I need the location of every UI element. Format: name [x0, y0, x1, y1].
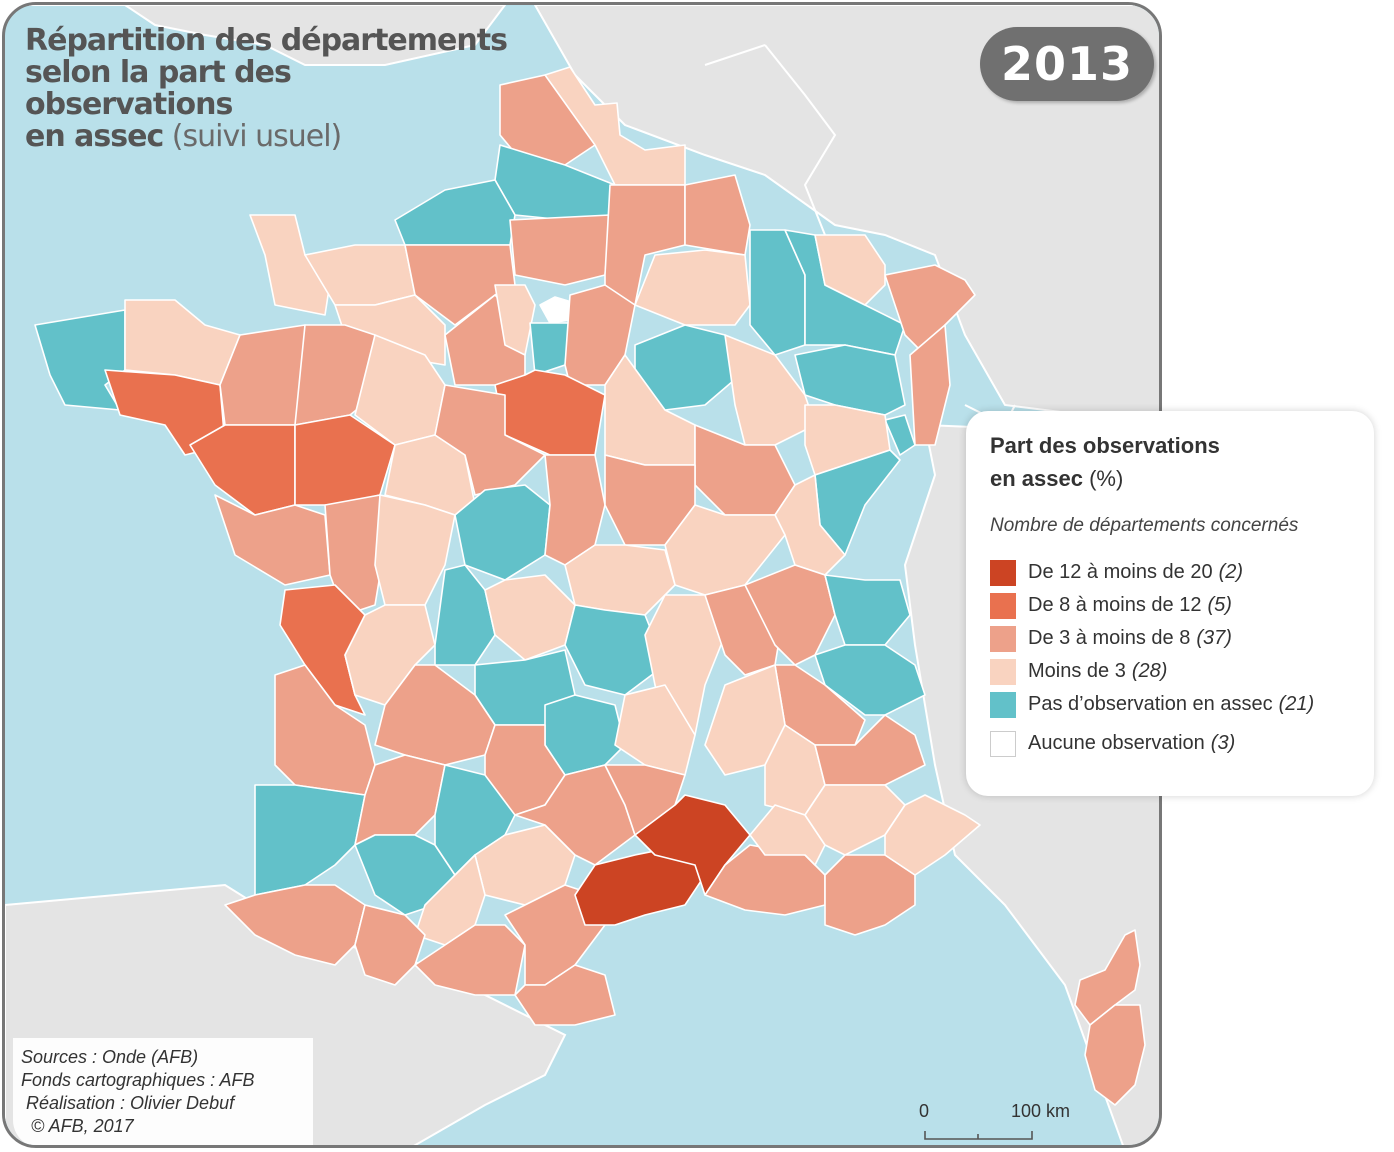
department-region[interactable] [564, 604, 666, 696]
department-region[interactable] [749, 804, 826, 866]
department-region[interactable] [724, 334, 816, 446]
legend-item-count: (5) [1207, 594, 1232, 616]
legend-swatch [990, 592, 1016, 619]
scale-end-label: 100 km [1011, 1101, 1071, 1121]
department-region[interactable] [1084, 1004, 1146, 1106]
legend-item-count: (28) [1131, 660, 1168, 682]
legend-item: De 8 à moins de 12 (5) [990, 589, 1350, 622]
legend-item: Aucune observation (3) [990, 727, 1350, 760]
legend-item: Moins de 3 (28) [990, 655, 1350, 688]
legend-item: De 12 à moins de 20 (2) [990, 556, 1350, 589]
legend-item-label: Pas d’observation en assec [1028, 693, 1273, 715]
department-region[interactable] [529, 322, 571, 376]
department-region[interactable] [684, 174, 751, 256]
france-departments [34, 66, 1146, 1106]
department-region[interactable] [189, 424, 296, 516]
legend-list: De 12 à moins de 20 (2) De 8 à moins de … [990, 556, 1350, 760]
credits-basemap: Fonds cartographiques : AFB [21, 1070, 255, 1090]
title-line-4-bold: en assec [25, 119, 164, 154]
department-region[interactable] [509, 214, 611, 286]
legend-item-count: (21) [1278, 693, 1315, 715]
department-region[interactable] [544, 66, 686, 186]
legend-item-label: Moins de 3 [1028, 660, 1126, 682]
legend-swatch [990, 658, 1016, 685]
legend-item-count: (3) [1210, 732, 1236, 754]
department-region[interactable] [374, 494, 456, 606]
department-region[interactable] [744, 564, 836, 666]
year-badge: 2013 [980, 27, 1154, 101]
department-region[interactable] [884, 264, 976, 356]
legend-swatch [990, 625, 1016, 652]
legend-swatch [990, 691, 1016, 718]
legend-item-label: De 12 à moins de 20 [1028, 561, 1213, 583]
scale-start-label: 0 [919, 1101, 930, 1121]
title-line-4-light: (suivi usuel) [171, 119, 342, 154]
department-region[interactable] [564, 544, 676, 616]
legend-item-label: De 3 à moins de 8 [1028, 627, 1191, 649]
department-region[interactable] [484, 574, 576, 661]
map-frame: Répartition des départements selon la pa… [2, 2, 1162, 1148]
legend-title-line-1: Part des observations [990, 433, 1220, 458]
department-region[interactable] [664, 504, 786, 596]
department-region[interactable] [434, 564, 496, 666]
map-title: Répartition des départements selon la pa… [25, 25, 545, 153]
uk-land [5, 5, 507, 66]
legend-subtitle: Nombre de départements concernés [990, 515, 1299, 536]
credits-block: Sources : Onde (AFB) Fonds cartographiqu… [13, 1038, 313, 1145]
department-region[interactable] [774, 474, 846, 576]
credits-copyright: © AFB, 2017 [21, 1116, 134, 1136]
department-region[interactable] [474, 824, 576, 906]
legend-panel: Part des observations en assec (%) Nombr… [966, 411, 1374, 796]
legend-item: De 3 à moins de 8 (37) [990, 622, 1350, 655]
legend-swatch [990, 559, 1016, 586]
scale-bar: 0 100 km [917, 1101, 1097, 1141]
department-region[interactable] [34, 309, 126, 411]
department-region[interactable] [814, 644, 926, 716]
credits-sources: Sources : Onde (AFB) [21, 1047, 199, 1067]
department-region[interactable] [824, 854, 916, 936]
title-line-2: selon la part des [25, 55, 292, 90]
legend-item-label: De 8 à moins de 12 [1028, 594, 1202, 616]
legend-title-unit: (%) [1089, 466, 1124, 491]
department-region[interactable] [824, 574, 911, 646]
department-region[interactable] [634, 249, 751, 326]
title-line-1: Répartition des départements [25, 23, 508, 58]
title-line-4: en assec (suivi usuel) [25, 121, 545, 153]
country-border [704, 44, 1026, 606]
scale-ruler [924, 1131, 1033, 1140]
legend-swatch [990, 730, 1016, 757]
title-line-3: observations [25, 87, 233, 122]
department-region[interactable] [254, 784, 366, 896]
legend-title: Part des observations en assec (%) [990, 429, 1350, 495]
credits-author: Réalisation : Olivier Debuf [21, 1093, 235, 1113]
benelux-germany-land [533, 5, 1159, 426]
legend-item-count: (2) [1218, 561, 1244, 583]
department-region[interactable] [394, 179, 516, 246]
department-region[interactable] [909, 324, 951, 446]
department-region[interactable] [574, 844, 706, 926]
department-region[interactable] [814, 234, 886, 306]
legend-title-line-2: en assec [990, 466, 1083, 491]
legend-item: Pas d’observation en assec (21) [990, 688, 1350, 721]
department-region[interactable] [279, 584, 366, 716]
department-region[interactable] [354, 904, 426, 986]
legend-item-label: Aucune observation [1028, 732, 1205, 754]
department-region[interactable] [884, 794, 981, 876]
department-region[interactable] [794, 344, 906, 416]
department-region[interactable] [514, 964, 616, 1026]
department-region[interactable] [884, 414, 916, 456]
department-region[interactable] [434, 384, 546, 496]
legend-item-count: (37) [1196, 627, 1232, 649]
